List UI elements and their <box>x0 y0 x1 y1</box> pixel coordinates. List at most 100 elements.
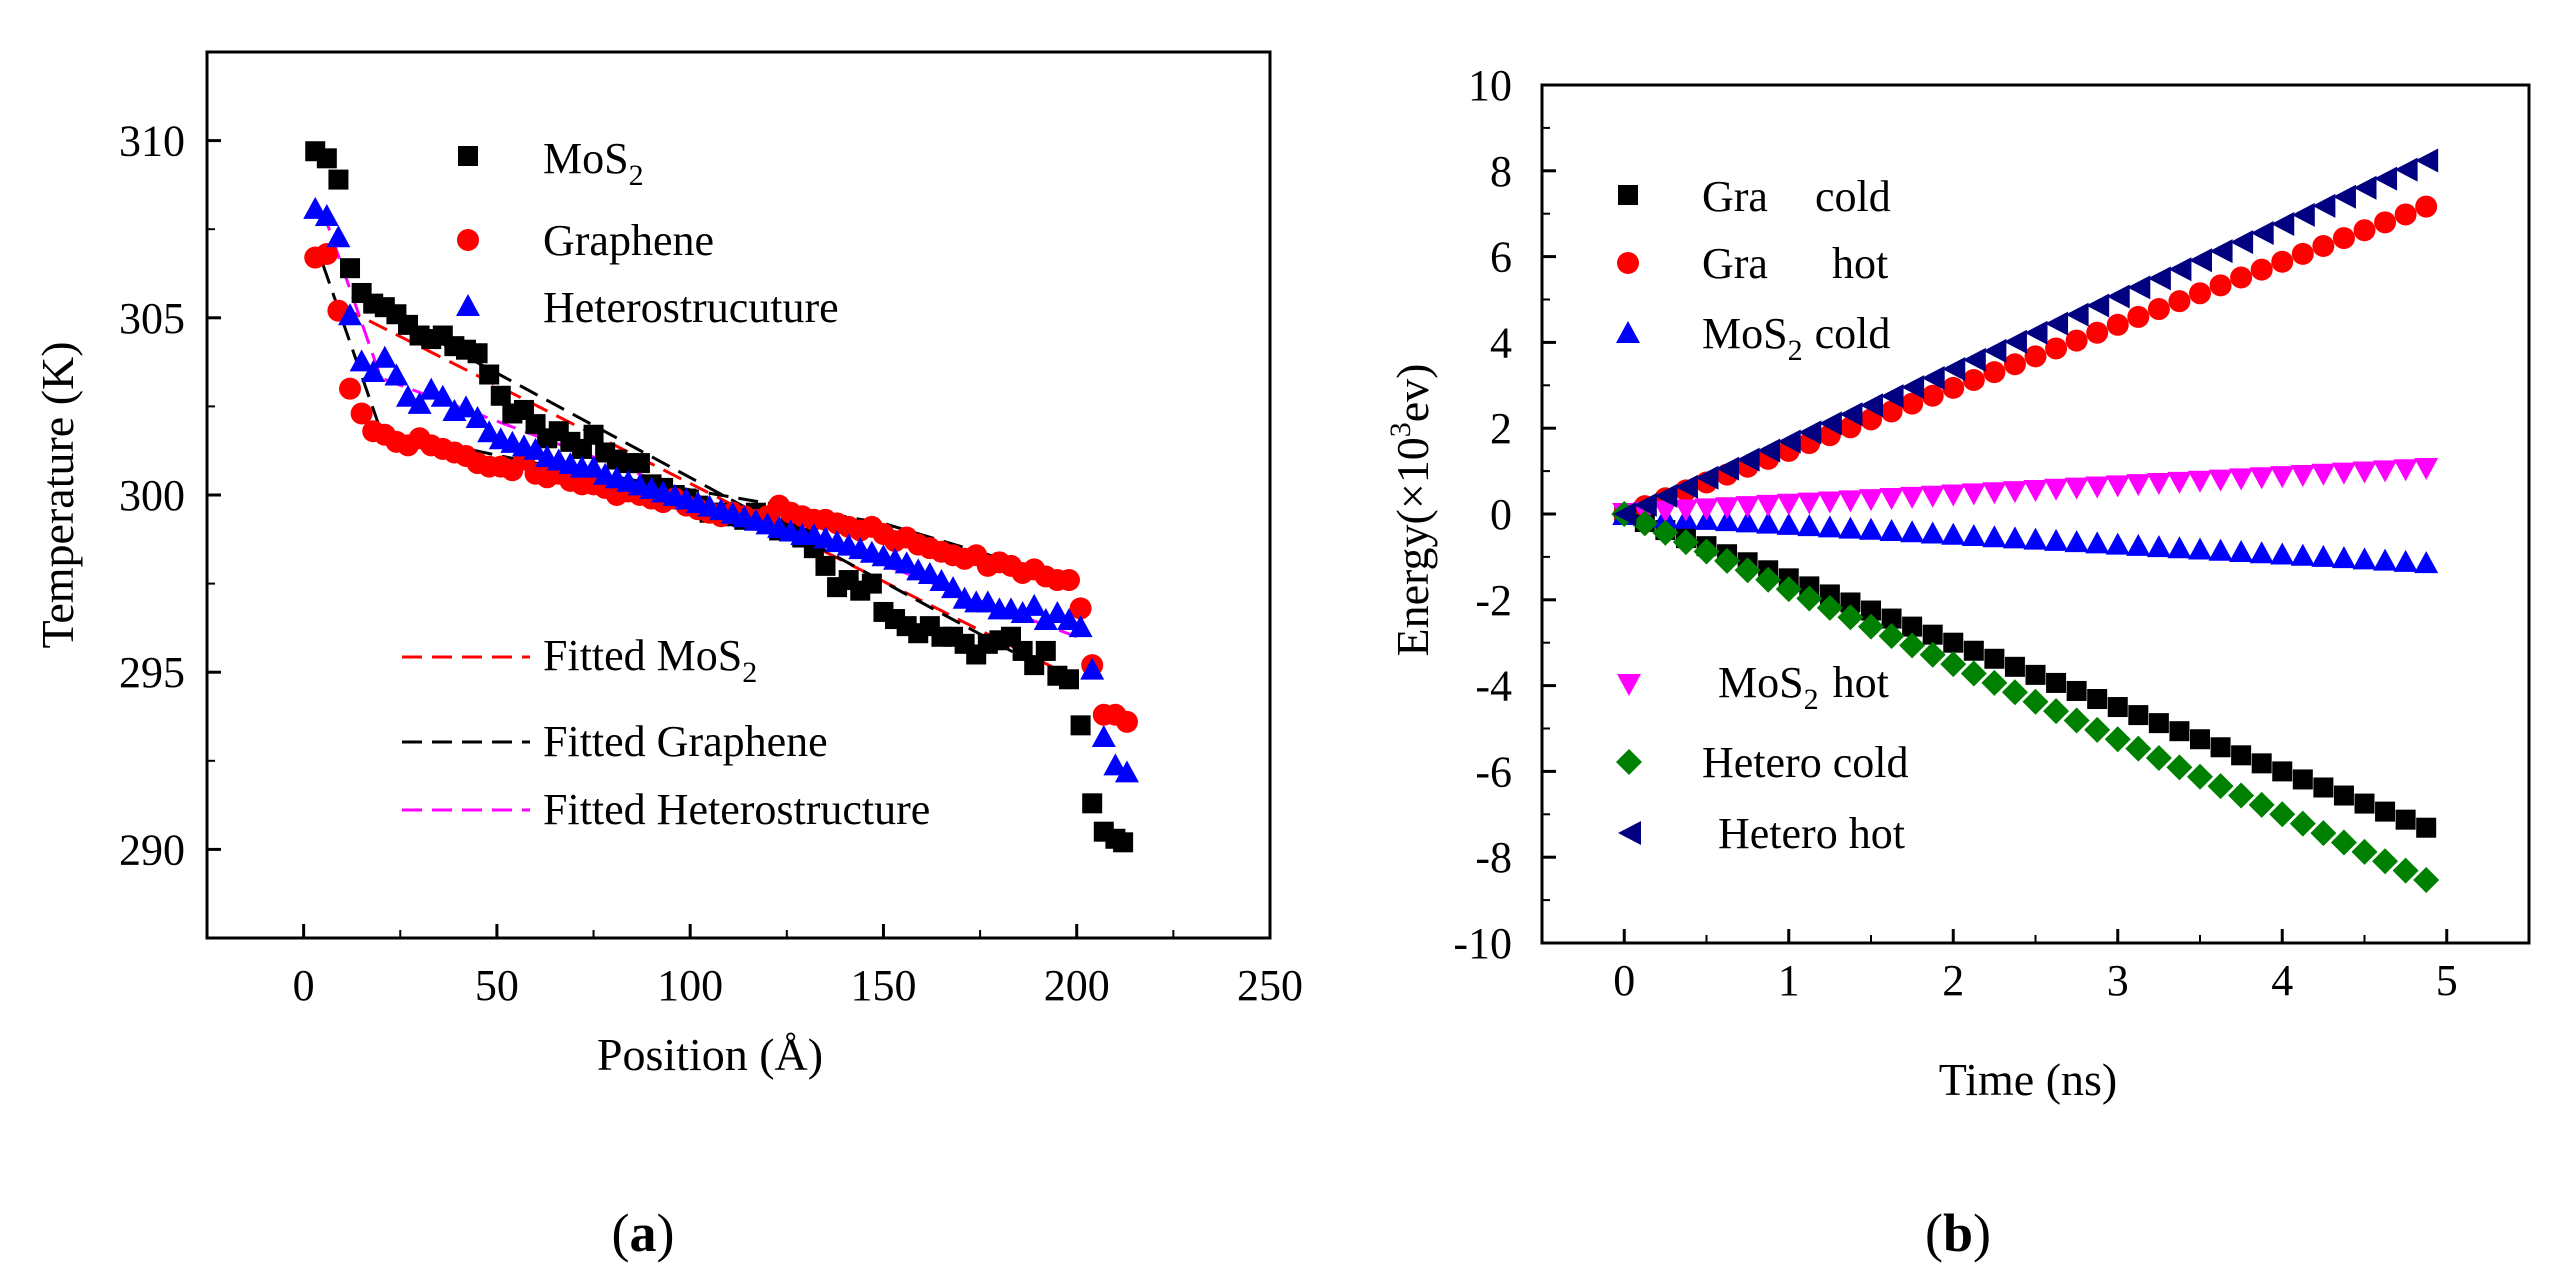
data-point-mos2-hot <box>2126 474 2151 497</box>
data-point-gra-cold <box>2416 817 2437 838</box>
data-point-gra-cold <box>2025 664 2046 685</box>
data-point-mos2-hot <box>1776 493 1801 516</box>
data-point-hetero-cold <box>1714 547 1741 574</box>
x-axis-title: Time (ns) <box>1939 1054 2118 1105</box>
series-heterostrucuture <box>303 196 1139 783</box>
data-point-hetero-hot <box>2230 230 2254 255</box>
data-point-hetero-hot <box>2127 275 2151 300</box>
data-point-mos2-hot <box>2064 477 2089 500</box>
legend-marker-gra-cold <box>1618 185 1638 205</box>
data-point-mos2-cold <box>2311 544 2336 567</box>
data-point-hetero-hot <box>1839 402 1863 427</box>
data-point-heterostrucuture <box>419 377 444 400</box>
fit-line-fitted-heterostructure <box>321 210 1078 639</box>
data-point-heterostrucuture <box>453 395 478 418</box>
data-point-gra-cold <box>2272 761 2293 782</box>
data-point-mos2-hot <box>2393 459 2418 482</box>
data-point-hetero-cold <box>2330 829 2357 856</box>
data-point-hetero-hot <box>2209 239 2233 264</box>
data-point-hetero-hot <box>1942 356 1966 381</box>
data-point-heterostrucuture <box>384 363 409 386</box>
y-tick-label: 310 <box>119 117 185 166</box>
legend-marker-graphene <box>457 229 479 251</box>
data-point-mos2-cold <box>2023 527 2048 550</box>
data-point-hetero-hot <box>1757 438 1781 463</box>
data-point-gra-hot <box>2189 282 2211 305</box>
data-point-mos2-cold <box>1859 517 1883 540</box>
data-point-mos2-hot <box>2290 464 2315 487</box>
data-point-mos2-cold <box>2373 548 2398 571</box>
data-point-hetero-cold <box>2413 866 2440 893</box>
data-point-gra-hot <box>2394 203 2417 226</box>
data-point-hetero-cold <box>2248 791 2275 818</box>
data-point-mos2-hot <box>1653 500 1678 523</box>
data-point-mos2-hot <box>2188 470 2212 493</box>
data-point-mos2-hot <box>2229 468 2254 491</box>
data-point-hetero-cold <box>2310 820 2337 847</box>
panel-b-energy-chart: 0 1 2 3 4 5 -10 -8 -6 -4 -2 0 2 4 6 8 10 Time (ns) Ener… <box>1384 61 2531 1263</box>
data-point-mos2-hot <box>1673 499 1698 522</box>
data-point-mos2-cold <box>1900 520 1925 543</box>
data-point-mos2-hot <box>2270 466 2295 489</box>
y-tick-label: 10 <box>1468 61 1512 110</box>
data-point-hetero-cold <box>2022 688 2049 715</box>
data-point-hetero-hot <box>1777 429 1801 454</box>
data-point-hetero-hot <box>1674 474 1698 499</box>
data-point-mos2-cold <box>2208 538 2233 561</box>
data-points <box>303 141 1139 853</box>
data-point-hetero-hot <box>1880 384 1904 409</box>
data-point-heterostrucuture <box>581 455 606 478</box>
data-point-gra-hot <box>2332 227 2355 250</box>
data-point-heterostrucuture <box>338 303 363 326</box>
data-point-mos2 <box>479 364 500 385</box>
data-point-mos2-hot <box>2085 476 2110 499</box>
data-point-hetero-cold <box>1981 669 2008 696</box>
data-point-mos2 <box>629 453 650 474</box>
data-point-mos2 <box>1058 669 1079 690</box>
data-point-hetero-cold <box>2392 857 2419 884</box>
data-point-mos2-hot <box>1838 490 1863 513</box>
data-point-heterostrucuture <box>349 349 374 372</box>
data-point-gra-cold <box>2190 729 2210 750</box>
data-point-hetero-hot <box>2374 166 2398 191</box>
data-point-gra-cold <box>2292 769 2313 790</box>
data-point-hetero-hot <box>2065 302 2089 327</box>
x-axis-ticks: 0 1 2 3 4 5 <box>1613 929 2458 1005</box>
data-point-heterostrucuture <box>396 384 421 407</box>
data-point-mos2-hot <box>2311 463 2336 486</box>
fit-line-fitted-mos2 <box>341 305 1078 681</box>
legend-marker-mos2 <box>458 146 478 166</box>
data-point-mos2-hot <box>2167 471 2192 494</box>
data-point-mos2-cold <box>2044 528 2069 551</box>
x-tick-label: 250 <box>1237 961 1303 1010</box>
data-point-gra-hot <box>1880 400 1903 423</box>
data-point-hetero-cold <box>1652 519 1679 546</box>
data-point-gra-cold <box>1963 640 1984 661</box>
data-point-gra-cold <box>2395 809 2416 830</box>
data-point-hetero-cold <box>1755 566 1782 593</box>
data-point-mos2 <box>467 343 488 364</box>
data-point-hetero-cold <box>2289 810 2316 837</box>
data-point-heterostrucuture <box>1045 600 1070 623</box>
data-point-hetero-cold <box>1837 604 1864 631</box>
data-point-gra-cold <box>2169 721 2190 742</box>
data-point-heterostrucuture <box>1103 753 1128 776</box>
data-point-gra-cold <box>1819 584 1840 605</box>
data-point-gra-hot <box>2127 305 2150 328</box>
data-point-gra-hot <box>2291 242 2314 265</box>
data-point-heterostrucuture <box>941 576 966 599</box>
data-point-mos2-cold <box>2290 543 2315 566</box>
data-point-gra-hot <box>2168 290 2191 313</box>
data-point-graphene <box>1057 569 1080 592</box>
data-point-mos2-cold <box>1961 523 1986 546</box>
data-point-hetero-cold <box>2166 754 2193 781</box>
x-tick-label: 2 <box>1942 956 1964 1005</box>
data-point-mos2-cold <box>1735 510 1760 533</box>
data-point-graphene <box>1069 597 1092 620</box>
data-point-gra-cold <box>2354 793 2375 814</box>
data-point-hetero-hot <box>1921 366 1945 391</box>
y-tick-label: -4 <box>1475 662 1512 711</box>
data-point-gra-cold <box>1861 600 1881 621</box>
data-point-mos2 <box>1070 715 1091 736</box>
data-point-mos2-cold <box>2414 551 2439 574</box>
